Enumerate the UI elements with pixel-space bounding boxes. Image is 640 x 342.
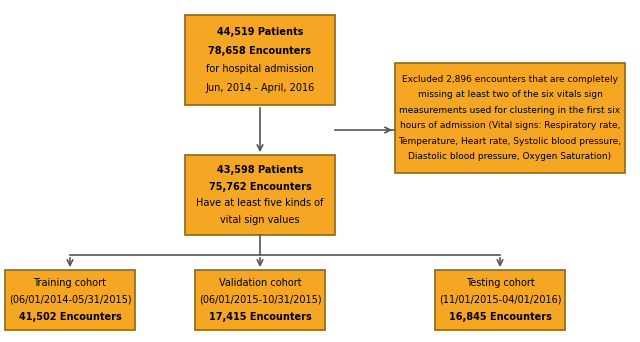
Text: Excluded 2,896 encounters that are completely: Excluded 2,896 encounters that are compl… [402, 75, 618, 84]
Text: 43,598 Patients: 43,598 Patients [217, 165, 303, 175]
Text: 78,658 Encounters: 78,658 Encounters [209, 45, 312, 55]
Text: vital sign values: vital sign values [220, 215, 300, 225]
FancyBboxPatch shape [195, 270, 325, 330]
Text: measurements used for clustering in the first six: measurements used for clustering in the … [399, 106, 621, 115]
Text: missing at least two of the six vitals sign: missing at least two of the six vitals s… [417, 90, 602, 100]
Text: (06/01/2015-10/31/2015): (06/01/2015-10/31/2015) [198, 295, 321, 305]
Text: 41,502 Encounters: 41,502 Encounters [19, 312, 122, 322]
Text: (11/01/2015-04/01/2016): (11/01/2015-04/01/2016) [439, 295, 561, 305]
Text: Temperature, Heart rate, Systolic blood pressure,: Temperature, Heart rate, Systolic blood … [399, 136, 621, 146]
Text: Training cohort: Training cohort [33, 278, 106, 288]
Text: for hospital admission: for hospital admission [206, 64, 314, 75]
Text: 44,519 Patients: 44,519 Patients [217, 27, 303, 37]
Text: Testing cohort: Testing cohort [466, 278, 534, 288]
Text: 75,762 Encounters: 75,762 Encounters [209, 182, 312, 192]
Text: Jun, 2014 - April, 2016: Jun, 2014 - April, 2016 [205, 83, 315, 93]
Text: (06/01/2014-05/31/2015): (06/01/2014-05/31/2015) [9, 295, 131, 305]
Text: 16,845 Encounters: 16,845 Encounters [449, 312, 552, 322]
Text: 17,415 Encounters: 17,415 Encounters [209, 312, 312, 322]
FancyBboxPatch shape [185, 15, 335, 105]
FancyBboxPatch shape [185, 155, 335, 235]
FancyBboxPatch shape [395, 63, 625, 173]
Text: Validation cohort: Validation cohort [219, 278, 301, 288]
FancyBboxPatch shape [5, 270, 135, 330]
Text: Have at least five kinds of: Have at least five kinds of [196, 198, 324, 208]
Text: hours of admission (Vital signs: Respiratory rate,: hours of admission (Vital signs: Respira… [400, 121, 620, 130]
Text: Diastolic blood pressure, Oxygen Saturation): Diastolic blood pressure, Oxygen Saturat… [408, 152, 612, 161]
FancyBboxPatch shape [435, 270, 565, 330]
